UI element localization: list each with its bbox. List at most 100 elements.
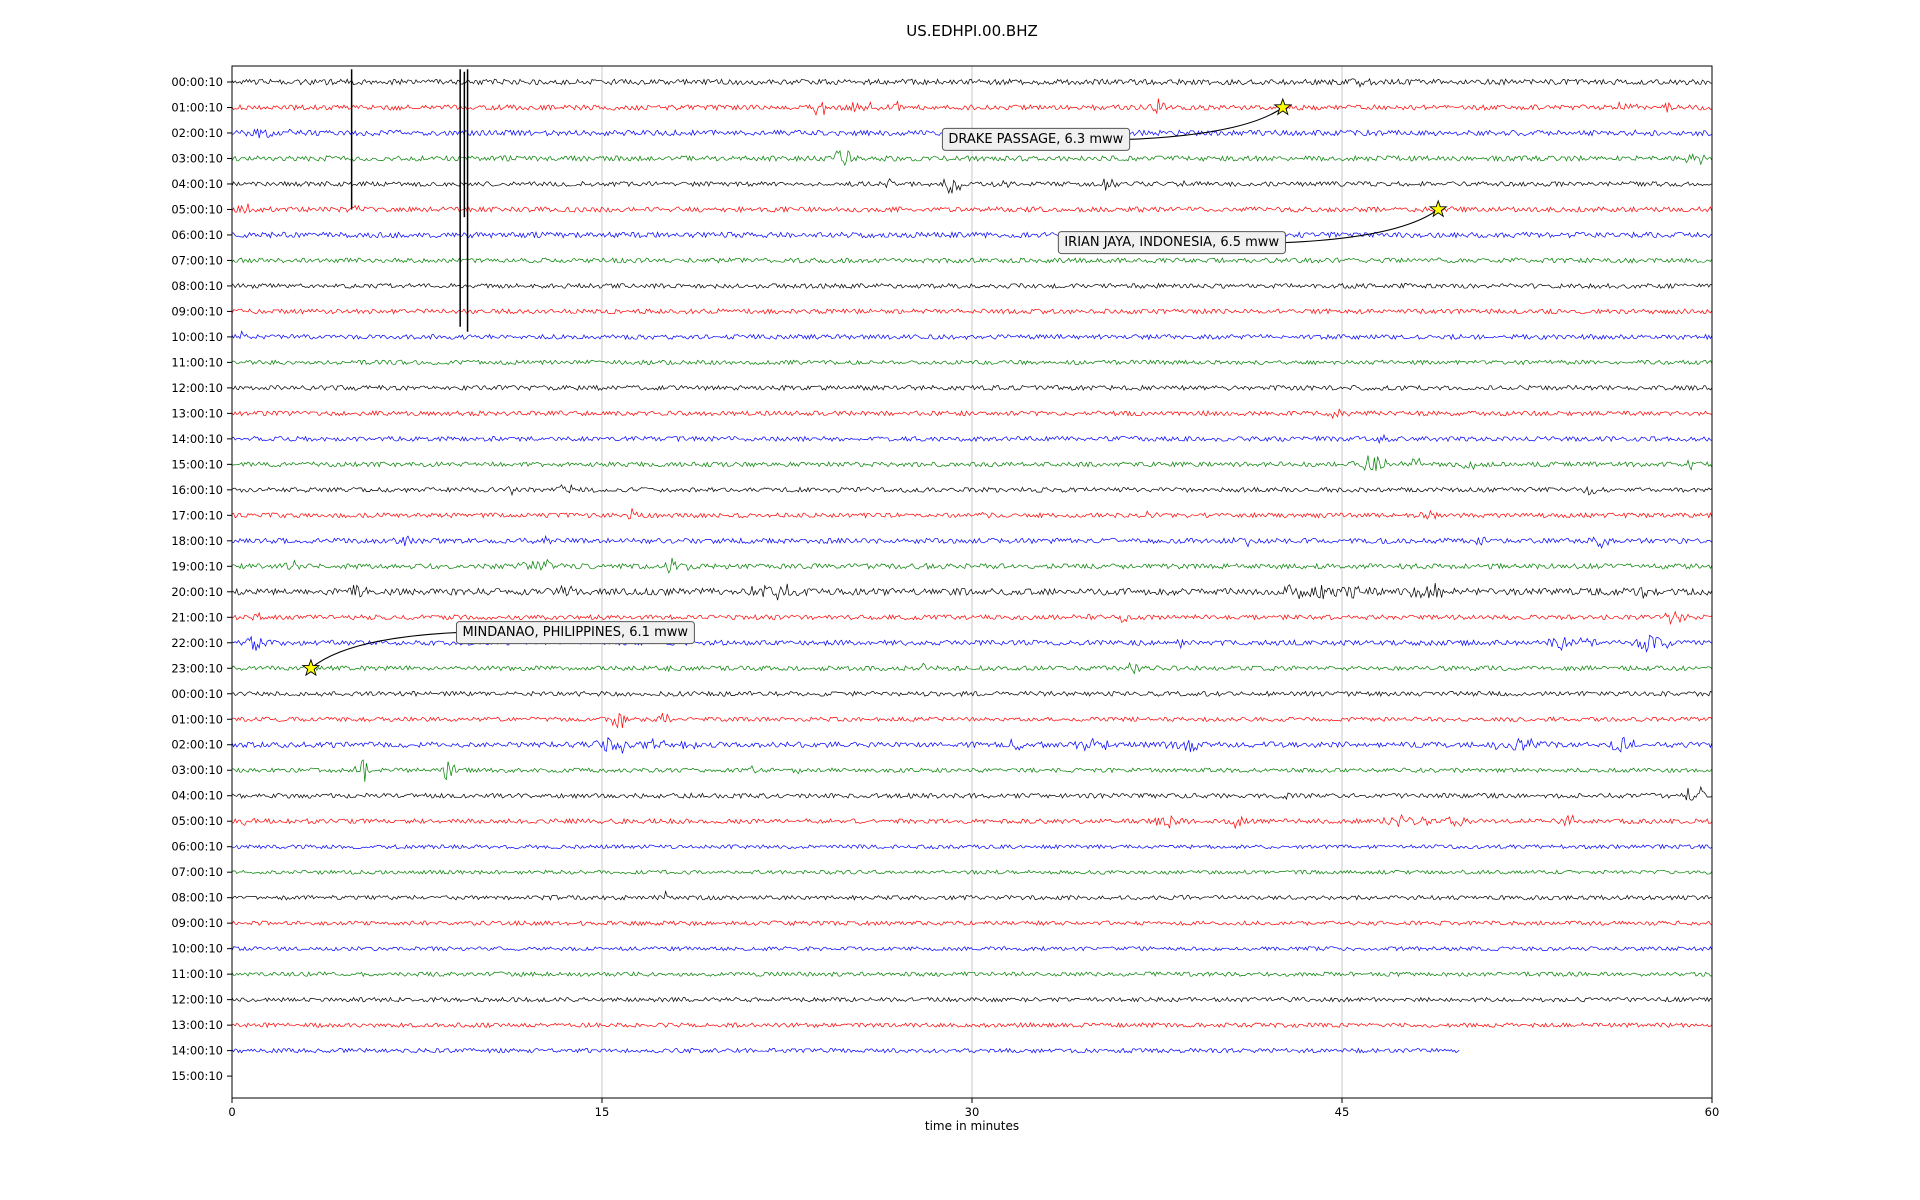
row-label-11: 11:00:10 [171,355,223,369]
row-label-25: 01:00:10 [171,712,223,726]
x-tick-label-45: 45 [1335,1105,1350,1119]
seismogram-trace-34 [231,945,1713,952]
row-label-24: 00:00:10 [171,687,223,701]
row-label-37: 13:00:10 [171,1018,223,1032]
event-star-2 [301,658,321,677]
row-label-38: 14:00:10 [171,1044,223,1058]
x-tick-label-0: 0 [228,1105,235,1119]
event-arrow-0 [1129,107,1284,140]
event-annotation-layer: DRAKE PASSAGE, 6.3 mww IRIAN JAYA, INDONE… [301,97,1448,677]
row-label-31: 07:00:10 [171,865,223,879]
seismogram-trace-18 [231,534,1713,549]
seismogram-trace-24 [231,690,1713,698]
clipped-spike-layer [350,69,469,332]
seismogram-trace-23 [231,661,1713,675]
seismogram-trace-12 [231,384,1713,392]
event-arrow-2 [310,632,457,669]
seismogram-trace-9 [231,308,1713,315]
event-label-text-1: IRIAN JAYA, INDONESIA, 6.5 mww [1064,235,1279,250]
seismogram-trace-27 [231,759,1713,782]
seismogram-trace-5 [231,203,1713,214]
row-label-19: 19:00:10 [171,559,223,573]
row-label-29: 05:00:10 [171,814,223,828]
chart-title: US.EDHPI.00.BHZ [906,22,1038,40]
seismogram-trace-37 [231,1021,1713,1029]
row-label-26: 02:00:10 [171,738,223,752]
seismogram-trace-1 [231,98,1713,116]
row-label-34: 10:00:10 [171,942,223,956]
event-star-1 [1428,199,1448,218]
event-label-box-0 [941,127,1131,151]
row-label-7: 07:00:10 [171,253,223,267]
event-star-0 [1273,97,1293,116]
seismogram-trace-16 [231,483,1713,497]
row-label-16: 16:00:10 [171,483,223,497]
row-label-33: 09:00:10 [171,916,223,930]
row-label-21: 21:00:10 [171,610,223,624]
row-label-36: 12:00:10 [171,993,223,1007]
seismogram-trace-10 [231,330,1713,341]
seismogram-trace-20 [231,583,1713,601]
seismogram-trace-36 [231,996,1713,1003]
seismogram-trace-29 [231,813,1713,830]
seismogram-trace-0 [231,78,1713,88]
row-label-2: 02:00:10 [171,126,223,140]
grid-layer [601,66,1343,1098]
event-label-text-0: DRAKE PASSAGE, 6.3 mww [948,132,1123,147]
row-label-14: 14:00:10 [171,432,223,446]
seismogram-trace-19 [231,557,1713,574]
seismogram-trace-35 [231,971,1713,978]
row-label-35: 11:00:10 [171,967,223,981]
row-label-27: 03:00:10 [171,763,223,777]
row-label-6: 06:00:10 [171,228,223,242]
event-label-text-2: MINDANAO, PHILIPPINES, 6.1 mww [462,625,688,640]
row-label-20: 20:00:10 [171,585,223,599]
seismogram-trace-8 [231,282,1713,290]
row-label-1: 01:00:10 [171,100,223,114]
seismogram-trace-38 [231,1047,1460,1054]
row-label-3: 03:00:10 [171,151,223,165]
seismogram-trace-31 [231,869,1713,875]
row-label-22: 22:00:10 [171,636,223,650]
seismogram-trace-7 [231,257,1713,264]
trace-layer [231,78,1713,1054]
x-axis-label: time in minutes [925,1119,1019,1133]
seismogram-trace-32 [231,889,1713,901]
seismogram-trace-33 [231,920,1713,927]
seismogram-trace-28 [231,785,1713,801]
axis-layer: 00:00:10 01:00:10 02:00:10 03:00:10 04:00:10… [171,65,1720,1119]
row-label-28: 04:00:10 [171,789,223,803]
x-tick-label-30: 30 [965,1105,980,1119]
row-label-32: 08:00:10 [171,891,223,905]
seismogram-trace-15 [231,455,1713,472]
row-label-8: 08:00:10 [171,279,223,293]
seismogram-trace-11 [231,359,1713,366]
row-label-18: 18:00:10 [171,534,223,548]
row-label-13: 13:00:10 [171,406,223,420]
row-label-5: 05:00:10 [171,202,223,216]
x-tick-label-60: 60 [1705,1105,1720,1119]
seismogram-trace-13 [231,408,1713,420]
seismogram-trace-30 [231,843,1713,850]
seismogram-trace-14 [231,433,1713,445]
event-label-box-2 [455,621,695,645]
seismogram-trace-21 [231,610,1713,626]
x-tick-label-15: 15 [595,1105,610,1119]
row-label-10: 10:00:10 [171,330,223,344]
row-label-0: 00:00:10 [171,75,223,89]
seismogram-trace-17 [231,508,1713,520]
seismogram-trace-3 [231,149,1713,167]
row-label-12: 12:00:10 [171,381,223,395]
event-label-box-1 [1057,231,1286,255]
row-label-39: 15:00:10 [171,1069,223,1083]
row-label-30: 06:00:10 [171,840,223,854]
row-label-17: 17:00:10 [171,508,223,522]
seismogram-trace-4 [231,178,1713,195]
row-label-23: 23:00:10 [171,661,223,675]
seismogram-trace-26 [231,736,1713,754]
seismogram-trace-6 [231,231,1713,239]
event-arrow-1 [1285,209,1439,244]
row-label-15: 15:00:10 [171,457,223,471]
